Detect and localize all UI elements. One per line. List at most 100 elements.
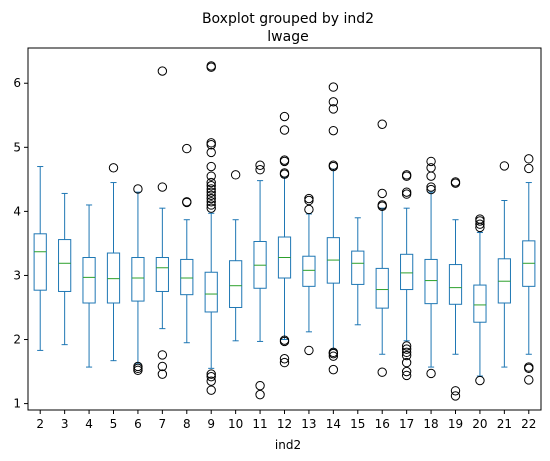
flier-point [206,181,216,191]
flier-point [401,341,412,351]
x-tick-label: 17 [399,417,414,431]
box-18 [424,258,438,305]
x-tick-label: 8 [183,417,191,431]
flier-point [377,188,387,199]
flier-point [206,61,216,71]
flier-point [206,369,216,379]
flier-point [328,97,339,107]
flier-point [426,156,436,167]
flier-point [524,163,534,174]
box-6 [131,257,145,302]
x-tick-label: 15 [350,417,365,431]
x-tick-label: 3 [61,417,69,431]
flier-point [377,119,387,129]
flier-point [230,170,241,180]
flier-point [475,375,485,386]
flier-point [328,104,339,114]
flier-point [401,370,412,381]
flier-point [206,200,216,210]
flier-point [279,125,290,135]
flier-point [524,375,534,385]
flier-point [206,171,216,181]
flier-point [401,366,412,377]
flier-point [426,163,436,173]
flier-point [377,200,387,210]
flier-point [475,214,485,224]
box-4 [82,257,96,304]
flier-point [426,184,436,195]
flier-point [450,386,461,396]
flier-point [304,204,314,215]
flier-point [401,350,412,361]
flier-point [206,147,216,158]
flier-point [206,190,216,201]
flier-point [157,350,168,360]
flier-point [426,182,436,192]
flier-point [182,143,192,154]
flier-point [328,364,339,375]
box-16 [375,267,389,309]
x-tick-label: 21 [497,417,512,431]
flier-point [133,184,143,194]
x-tick-label: 22 [521,417,536,431]
flier-point [475,219,485,229]
flier-point [426,368,436,379]
flier-point [304,193,314,204]
flier-point [304,345,314,356]
x-tick-label: 18 [423,417,438,431]
flier-point [524,363,534,374]
x-tick-label: 14 [326,417,341,431]
x-tick-label: 10 [228,417,243,431]
x-tick-label: 9 [207,417,215,431]
x-tick-label: 5 [110,417,118,431]
y-tick-label: 1 [13,397,21,411]
box-5 [106,252,121,304]
flier-point [279,336,290,347]
flier-point [255,165,265,175]
flier-point [279,357,290,368]
x-tick-label: 11 [252,417,267,431]
flier-point [450,177,461,187]
y-tick-label: 2 [13,333,21,347]
box-2 [33,233,47,291]
flier-point [304,195,314,206]
flier-point [206,187,216,197]
flier-point [499,161,510,171]
flier-point [401,187,412,197]
flier-point [279,354,290,364]
flier-point [401,357,412,368]
flier-point [206,138,216,148]
box-20 [473,284,487,323]
box-15 [351,250,365,285]
flier-point [206,385,216,395]
flier-point [328,160,339,170]
box-3 [58,239,72,292]
flier-point [279,168,290,178]
flier-point [328,351,339,361]
x-tick-label: 12 [277,417,292,431]
flier-point [401,347,412,358]
flier-point [328,82,339,92]
box-13 [302,255,316,287]
flier-point [206,177,216,188]
flier-point [157,361,168,372]
flier-point [206,193,216,204]
plot-frame [27,47,542,411]
flier-point [328,348,339,359]
flier-point [401,170,412,180]
chart-title: Boxplot grouped by ind2 [202,11,374,27]
flier-point [157,182,168,192]
flier-point [182,197,192,208]
x-tick-label: 6 [134,417,142,431]
y-tick-label: 6 [13,76,21,90]
x-axis-label: ind2 [275,438,301,452]
y-tick-label: 5 [13,140,21,154]
box-7 [155,257,169,292]
flier-point [206,203,216,213]
box-17 [400,253,414,291]
flier-point [157,369,168,379]
flier-point [377,367,387,377]
flier-point [524,154,534,164]
